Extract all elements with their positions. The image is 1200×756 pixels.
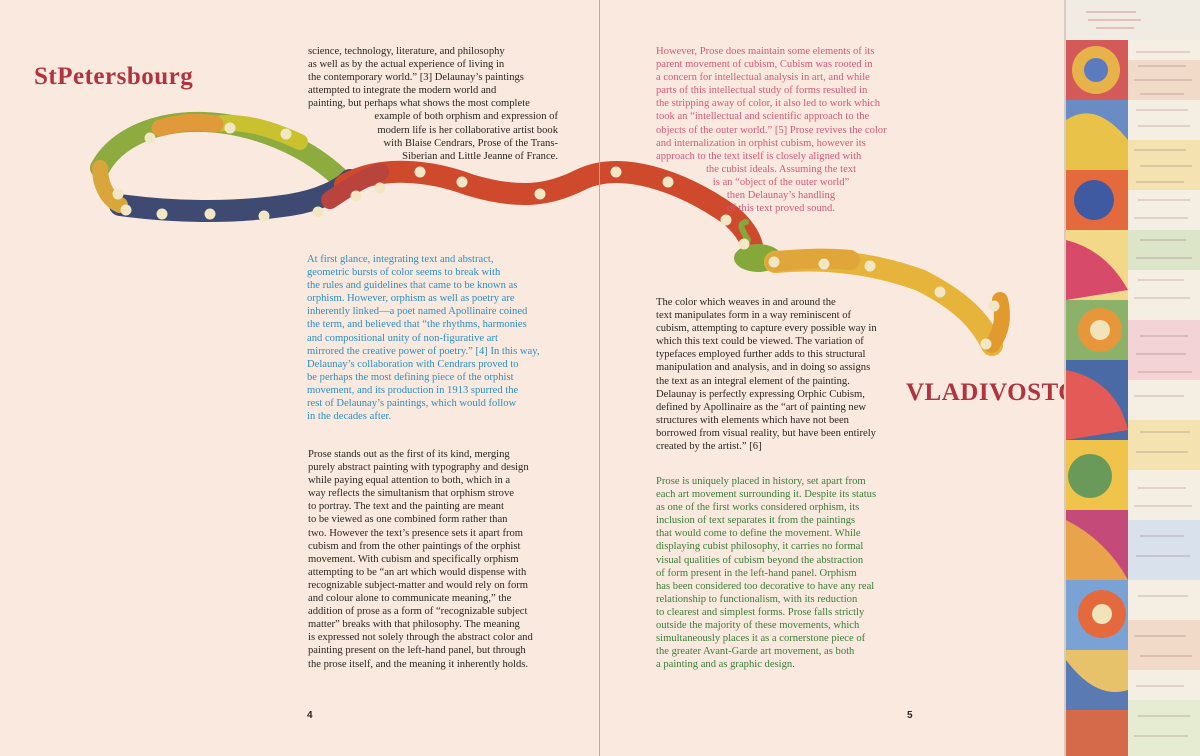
text-line: that would come to define the movement. … xyxy=(656,528,861,540)
text-line: which this text could be viewed. The var… xyxy=(656,336,864,348)
text-line: and internalization in orphist cubism, h… xyxy=(656,137,866,149)
text-line: attempted to integrate the modern world … xyxy=(308,85,497,97)
text-line: approach to the text itself is closely a… xyxy=(656,150,862,162)
text-line: is expressed not solely through the abst… xyxy=(308,632,533,644)
text-line: in the decades after. xyxy=(307,411,392,423)
text-line: of form present in the left-hand panel. … xyxy=(656,567,857,579)
text-line: attempting to be “an art which would dis… xyxy=(308,566,527,578)
text-line: the prose itself, and the meaning it inh… xyxy=(308,658,529,670)
text-line: the stripping away of color, it also led… xyxy=(656,98,881,110)
text-line: matter” breaks with that philosophy. The… xyxy=(308,619,520,631)
text-line: each art movement surrounding it. Despit… xyxy=(656,489,877,501)
route-dots xyxy=(112,122,1000,350)
text-line: to clearest and simplest forms. Prose fa… xyxy=(656,606,865,618)
text-line: as well as by the actual experience of l… xyxy=(308,59,505,71)
text-line: structures with elements which have not … xyxy=(656,414,849,426)
page-gutter xyxy=(599,0,600,756)
text-line: inclusion of text separates it from the … xyxy=(656,515,856,527)
left-paragraph-2: At first glance, integrating text and ab… xyxy=(307,253,557,423)
right-paragraph-1: However, Prose does maintain some elemen… xyxy=(656,45,906,215)
text-line: relationship to functionalism, with its … xyxy=(656,593,858,605)
text-line: geometric bursts of color seems to break… xyxy=(307,267,501,279)
text-line: manipulation and analysis, and in doing … xyxy=(656,362,871,374)
painted-text-lines xyxy=(1134,51,1192,737)
text-line: Prose is uniquely placed in history, set… xyxy=(656,476,866,487)
text-line: movement, and its production in 1913 spu… xyxy=(307,384,519,396)
text-line: text manipulates form in a way reminisce… xyxy=(656,310,852,322)
text-line: way reflects the simultanism that orphis… xyxy=(308,488,514,500)
text-line: visual qualities of cubism beyond the ab… xyxy=(656,554,864,566)
text-line: science, technology, literature, and phi… xyxy=(308,46,505,57)
text-line: cubism, attempting to capture every poss… xyxy=(656,323,877,335)
text-line: and compositional unity of non-figurativ… xyxy=(307,332,498,344)
text-line: modern life is her collaborative artist … xyxy=(377,124,558,136)
text-line: Delaunay’s collaboration with Cendrars p… xyxy=(307,358,519,370)
left-paragraph-3: Prose stands out as the first of its kin… xyxy=(308,448,558,671)
text-line: orphism. However, orphism as well as poe… xyxy=(307,293,515,305)
text-line: the cubist ideals. Assuming the text xyxy=(705,163,857,175)
text-line: purely abstract painting with typography… xyxy=(308,462,529,474)
text-line: cubism and from the other paintings of t… xyxy=(308,540,521,552)
text-line: typefaces employed further adds to this … xyxy=(656,349,866,361)
text-line: be perhaps the most defining piece of th… xyxy=(307,371,514,383)
text-line: rest of Delaunay’s paintings, which woul… xyxy=(307,398,517,410)
text-line: is an “object of the outer world” xyxy=(712,176,850,188)
text-line: painting, but perhaps what shows the mos… xyxy=(308,98,530,110)
text-line: the contemporary world.” [3] Delaunay’s … xyxy=(308,72,524,84)
text-line: and colour alone to communicate meaning,… xyxy=(308,593,512,605)
text-line: Siberian and Little Jeanne of France. xyxy=(402,150,558,162)
right-paragraph-2: The color which weaves in and around the… xyxy=(656,296,906,453)
text-line: mirrored the creative power of poetry.” … xyxy=(307,345,540,357)
text-line: to portray. The text and the painting ar… xyxy=(308,501,504,513)
text-line: displaying cubist philosophy, it carries… xyxy=(656,541,864,553)
text-line: objects of the outer world.” [5] Prose r… xyxy=(656,124,887,136)
text-line: of this text proved sound. xyxy=(727,203,835,215)
text-line: However, Prose does maintain some elemen… xyxy=(656,46,875,57)
page-number-right: 5 xyxy=(907,710,913,721)
text-line: borrowed from visual reality, but have b… xyxy=(656,427,876,439)
text-line: defined by Apollinaire as the “art of pa… xyxy=(656,401,867,413)
text-line: the rules and guidelines that came to be… xyxy=(307,280,518,292)
text-line: the text as an integral element of the p… xyxy=(656,375,850,387)
text-line: Delaunay is perfectly expressing Orphic … xyxy=(656,388,865,400)
text-line: has been considered too decorative to ha… xyxy=(656,580,875,592)
text-line: two. However the text’s presence sets it… xyxy=(308,527,524,539)
text-line: with Blaise Cendrars, Prose of the Trans… xyxy=(383,137,559,149)
text-line: while paying equal attention to both, wh… xyxy=(308,475,511,487)
text-line: movement. With cubism and specifically o… xyxy=(308,553,519,565)
text-line: painting present on the left-hand panel,… xyxy=(308,645,526,657)
page-number-left: 4 xyxy=(307,710,313,721)
text-line: example of both orphism and expression o… xyxy=(374,111,558,123)
text-line: the term, and believed that “the rhythms… xyxy=(307,319,527,331)
text-line: then Delaunay’s handling xyxy=(726,190,836,202)
text-line: inherently linked—a poet named Apollinai… xyxy=(307,306,528,318)
text-line: a concern for intellectual analysis in a… xyxy=(656,72,870,84)
text-line: to be viewed as one combined form rather… xyxy=(308,514,508,526)
prose-painting-strip xyxy=(1066,0,1200,756)
text-line: The color which weaves in and around the xyxy=(656,297,836,308)
text-line: created by the artist.” [6] xyxy=(656,441,762,453)
painted-text-area xyxy=(1128,40,1200,756)
text-line: took an “intellectual and scientific app… xyxy=(656,111,870,123)
right-paragraph-3: Prose is uniquely placed in history, set… xyxy=(656,475,906,671)
painted-color-blocks xyxy=(1066,40,1128,756)
text-line: the greater Avant-Garde art movement, as… xyxy=(656,646,855,658)
art-panel-edge xyxy=(1064,0,1066,756)
text-line: simultaneously places it as a cornerston… xyxy=(656,633,866,645)
text-line: recognizable subject-matter and would re… xyxy=(308,579,529,591)
city-label-st-petersbourg: StPetersbourg xyxy=(34,63,194,90)
text-line: outside the majority of these movements,… xyxy=(656,620,860,632)
route-navy-branch xyxy=(109,169,361,222)
text-line: Prose stands out as the first of its kin… xyxy=(308,449,510,460)
text-line: a painting and as graphic design. xyxy=(656,659,795,671)
text-line: parts of this intellectual study of form… xyxy=(656,85,868,97)
text-line: parent movement of cubism, Cubism was ro… xyxy=(656,59,873,71)
text-line: At first glance, integrating text and ab… xyxy=(307,254,494,265)
text-line: as one of the first works considered orp… xyxy=(656,502,860,514)
left-paragraph-1: science, technology, literature, and phi… xyxy=(308,45,558,163)
text-line: addition of prose as a form of “recogniz… xyxy=(308,606,528,618)
